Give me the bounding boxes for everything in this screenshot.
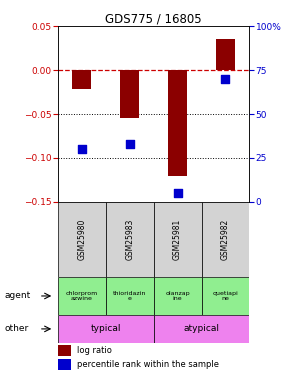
Bar — [120, 70, 139, 118]
Point — [127, 141, 132, 147]
Text: GSM25983: GSM25983 — [125, 219, 134, 260]
Text: quetiapi
ne: quetiapi ne — [213, 291, 238, 301]
Text: other: other — [4, 324, 29, 333]
Bar — [154, 277, 202, 315]
Bar — [58, 277, 106, 315]
Point — [223, 76, 228, 82]
Text: GSM25980: GSM25980 — [77, 219, 86, 260]
Text: chlorprom
azwine: chlorprom azwine — [66, 291, 98, 301]
Bar — [72, 70, 92, 90]
Bar — [154, 315, 249, 343]
Bar — [202, 277, 249, 315]
Text: atypical: atypical — [184, 324, 220, 333]
Bar — [154, 202, 202, 277]
Text: typical: typical — [90, 324, 121, 333]
Bar — [58, 202, 106, 277]
Text: GSM25981: GSM25981 — [173, 219, 182, 260]
Text: log ratio: log ratio — [77, 346, 112, 355]
Point — [79, 146, 84, 152]
Bar — [58, 359, 71, 370]
Bar — [216, 39, 235, 70]
Text: GSM25982: GSM25982 — [221, 219, 230, 260]
Title: GDS775 / 16805: GDS775 / 16805 — [105, 12, 202, 25]
Bar — [202, 202, 249, 277]
Bar — [168, 70, 187, 176]
Text: agent: agent — [4, 291, 31, 300]
Point — [175, 190, 180, 196]
Text: thioridazin
e: thioridazin e — [113, 291, 146, 301]
Bar — [58, 315, 154, 343]
Text: olanzap
ine: olanzap ine — [165, 291, 190, 301]
Bar — [106, 202, 154, 277]
Text: percentile rank within the sample: percentile rank within the sample — [77, 360, 219, 369]
Bar — [106, 277, 154, 315]
Bar — [58, 345, 71, 356]
